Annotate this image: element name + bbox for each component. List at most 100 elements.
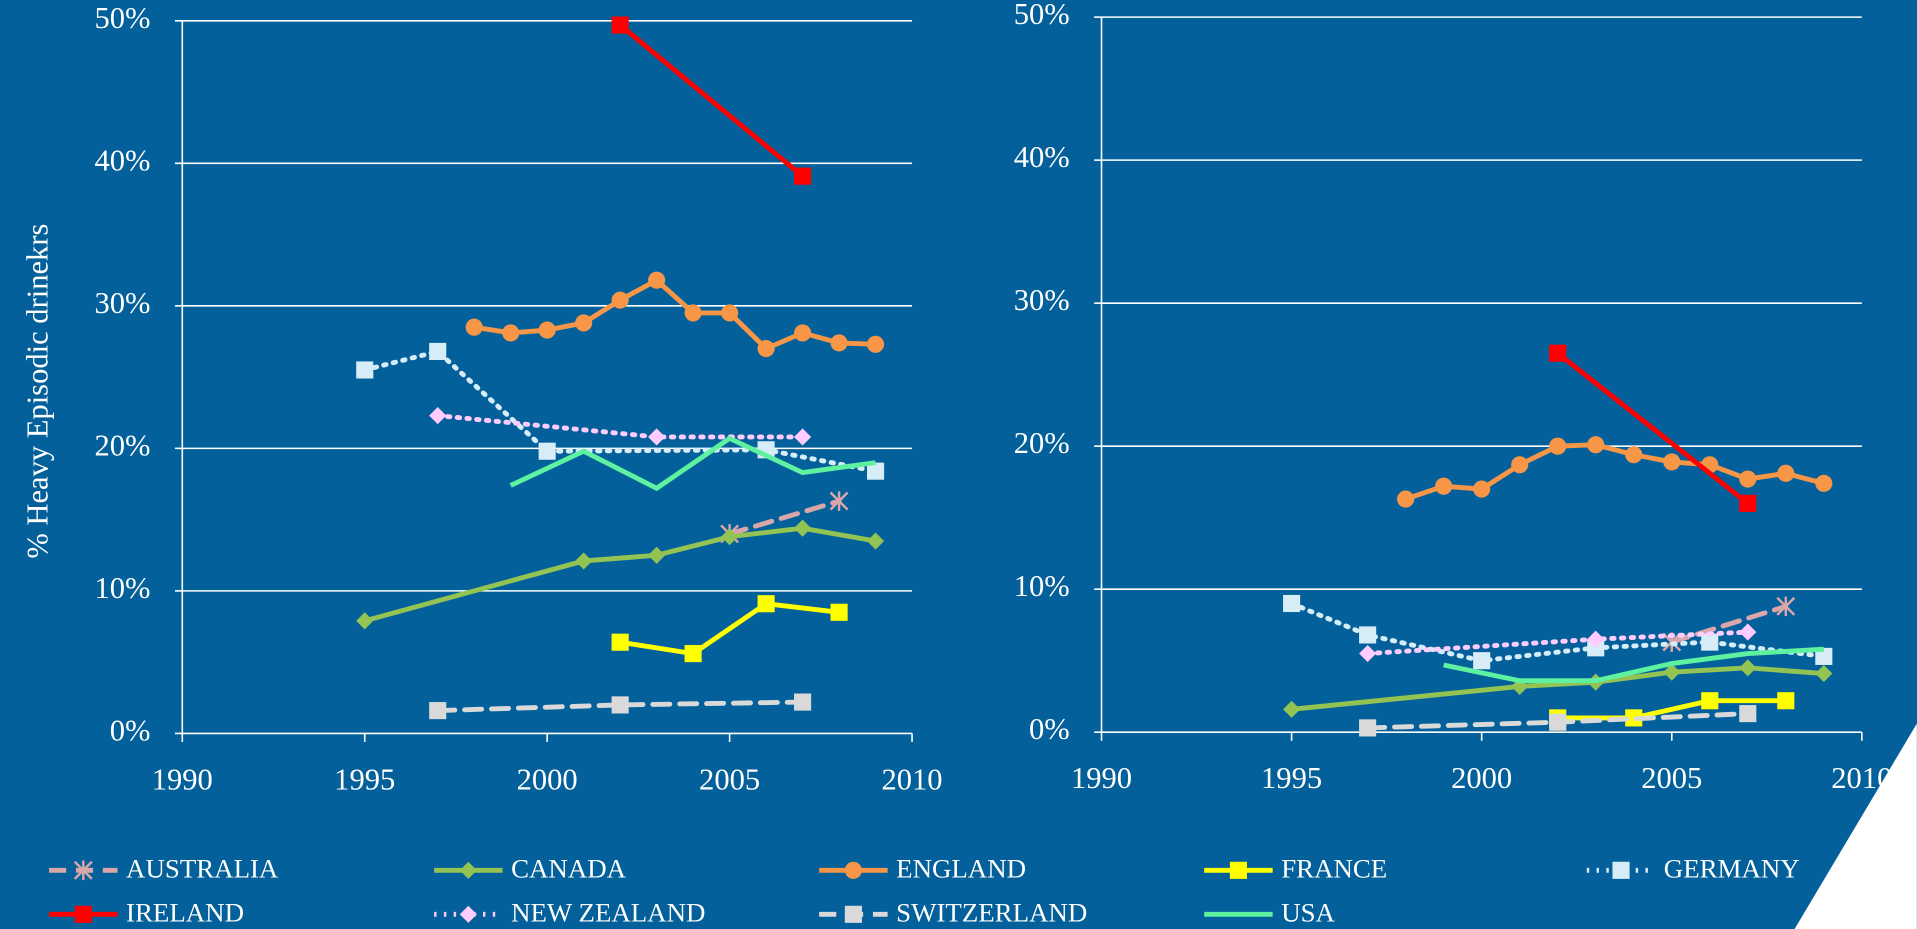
y-tick-label: 30% xyxy=(1014,283,1070,317)
marker xyxy=(1549,437,1567,455)
marker xyxy=(721,304,739,322)
marker xyxy=(684,645,702,663)
marker xyxy=(757,340,775,358)
marker xyxy=(1815,665,1833,683)
marker xyxy=(611,16,629,34)
marker xyxy=(1359,626,1377,644)
legend-label: IRELAND xyxy=(126,898,244,928)
y-tick-label: 40% xyxy=(1014,140,1070,174)
series-line xyxy=(364,525,876,624)
marker xyxy=(1587,630,1605,648)
marker xyxy=(1777,464,1795,482)
marker xyxy=(575,314,593,332)
series-line xyxy=(1669,603,1789,645)
legend-label: GERMANY xyxy=(1664,854,1800,884)
marker xyxy=(1283,594,1301,613)
marker xyxy=(611,696,629,714)
marker xyxy=(538,442,556,460)
marker xyxy=(1397,490,1415,508)
marker xyxy=(794,693,812,711)
marker xyxy=(1587,639,1605,657)
marker xyxy=(1815,647,1833,665)
x-tick-label: 1990 xyxy=(152,762,213,796)
x-tick-label: 1990 xyxy=(1071,761,1132,795)
marker xyxy=(1473,480,1491,498)
marker xyxy=(1587,436,1605,454)
y-tick-label: 0% xyxy=(110,713,151,747)
legend-label: FRANCE xyxy=(1281,854,1387,884)
marker xyxy=(867,335,885,353)
marker xyxy=(429,342,447,361)
y-tick-label: 10% xyxy=(95,571,151,605)
x-tick-label: 1995 xyxy=(1261,761,1322,795)
series-line xyxy=(435,699,806,714)
x-tick-label: 2005 xyxy=(699,762,760,796)
marker xyxy=(1435,477,1453,495)
marker xyxy=(830,603,848,621)
marker xyxy=(830,334,848,352)
marker xyxy=(1739,494,1757,512)
series-line xyxy=(509,435,876,492)
marker xyxy=(867,462,885,480)
x-tick-label: 1995 xyxy=(334,762,395,796)
y-tick-label: 50% xyxy=(1014,0,1070,31)
marker xyxy=(356,612,374,630)
marker xyxy=(1739,623,1757,641)
series-line xyxy=(1556,351,1750,506)
series-line xyxy=(727,498,842,537)
marker xyxy=(1549,344,1567,362)
marker xyxy=(1359,644,1377,663)
marker xyxy=(611,291,629,309)
marker xyxy=(648,428,666,446)
marker xyxy=(459,905,477,923)
marker xyxy=(1815,474,1833,492)
marker xyxy=(429,702,447,720)
marker xyxy=(465,318,483,336)
marker xyxy=(1663,453,1681,471)
y-tick-label: 0% xyxy=(1029,712,1070,746)
marker xyxy=(757,595,775,613)
marker xyxy=(1359,719,1377,737)
marker xyxy=(575,552,593,570)
legend-label: USA xyxy=(1281,898,1335,928)
marker xyxy=(1612,861,1630,879)
marker xyxy=(1283,700,1301,718)
legend-label: ENGLAND xyxy=(896,854,1026,884)
marker xyxy=(1701,692,1719,710)
marker xyxy=(1701,633,1719,651)
marker xyxy=(1739,705,1757,723)
legend-label: AUSTRALIA xyxy=(126,854,279,884)
y-axis-label: % Heavy Episodic drinekrs xyxy=(21,224,55,559)
marker xyxy=(502,324,520,342)
series-line xyxy=(618,23,805,179)
legend-label: NEW ZEALAND xyxy=(511,898,705,928)
x-tick-label: 2005 xyxy=(1641,761,1702,795)
marker xyxy=(1739,470,1757,488)
marker xyxy=(1511,456,1529,474)
marker xyxy=(829,491,849,511)
marker xyxy=(73,860,93,881)
series-line xyxy=(1557,698,1786,721)
marker xyxy=(794,324,812,342)
marker xyxy=(867,532,885,550)
x-tick-label: 2000 xyxy=(1451,761,1512,795)
marker xyxy=(1549,713,1567,731)
series-line xyxy=(619,601,840,657)
marker xyxy=(356,361,374,379)
series-line xyxy=(1289,601,1827,664)
marker xyxy=(721,528,739,546)
marker xyxy=(1777,692,1795,710)
marker xyxy=(844,861,862,879)
series-line xyxy=(1443,646,1824,684)
x-tick-label: 2000 xyxy=(517,762,578,796)
legend-label: SWITZERLAND xyxy=(896,898,1087,928)
marker xyxy=(1229,861,1247,879)
marker xyxy=(429,407,447,425)
y-tick-label: 20% xyxy=(1014,426,1070,460)
y-tick-label: 20% xyxy=(95,428,151,462)
y-tick-label: 10% xyxy=(1014,569,1070,603)
marker xyxy=(794,167,812,185)
y-tick-label: 40% xyxy=(95,143,151,177)
y-tick-label: 50% xyxy=(95,1,151,35)
